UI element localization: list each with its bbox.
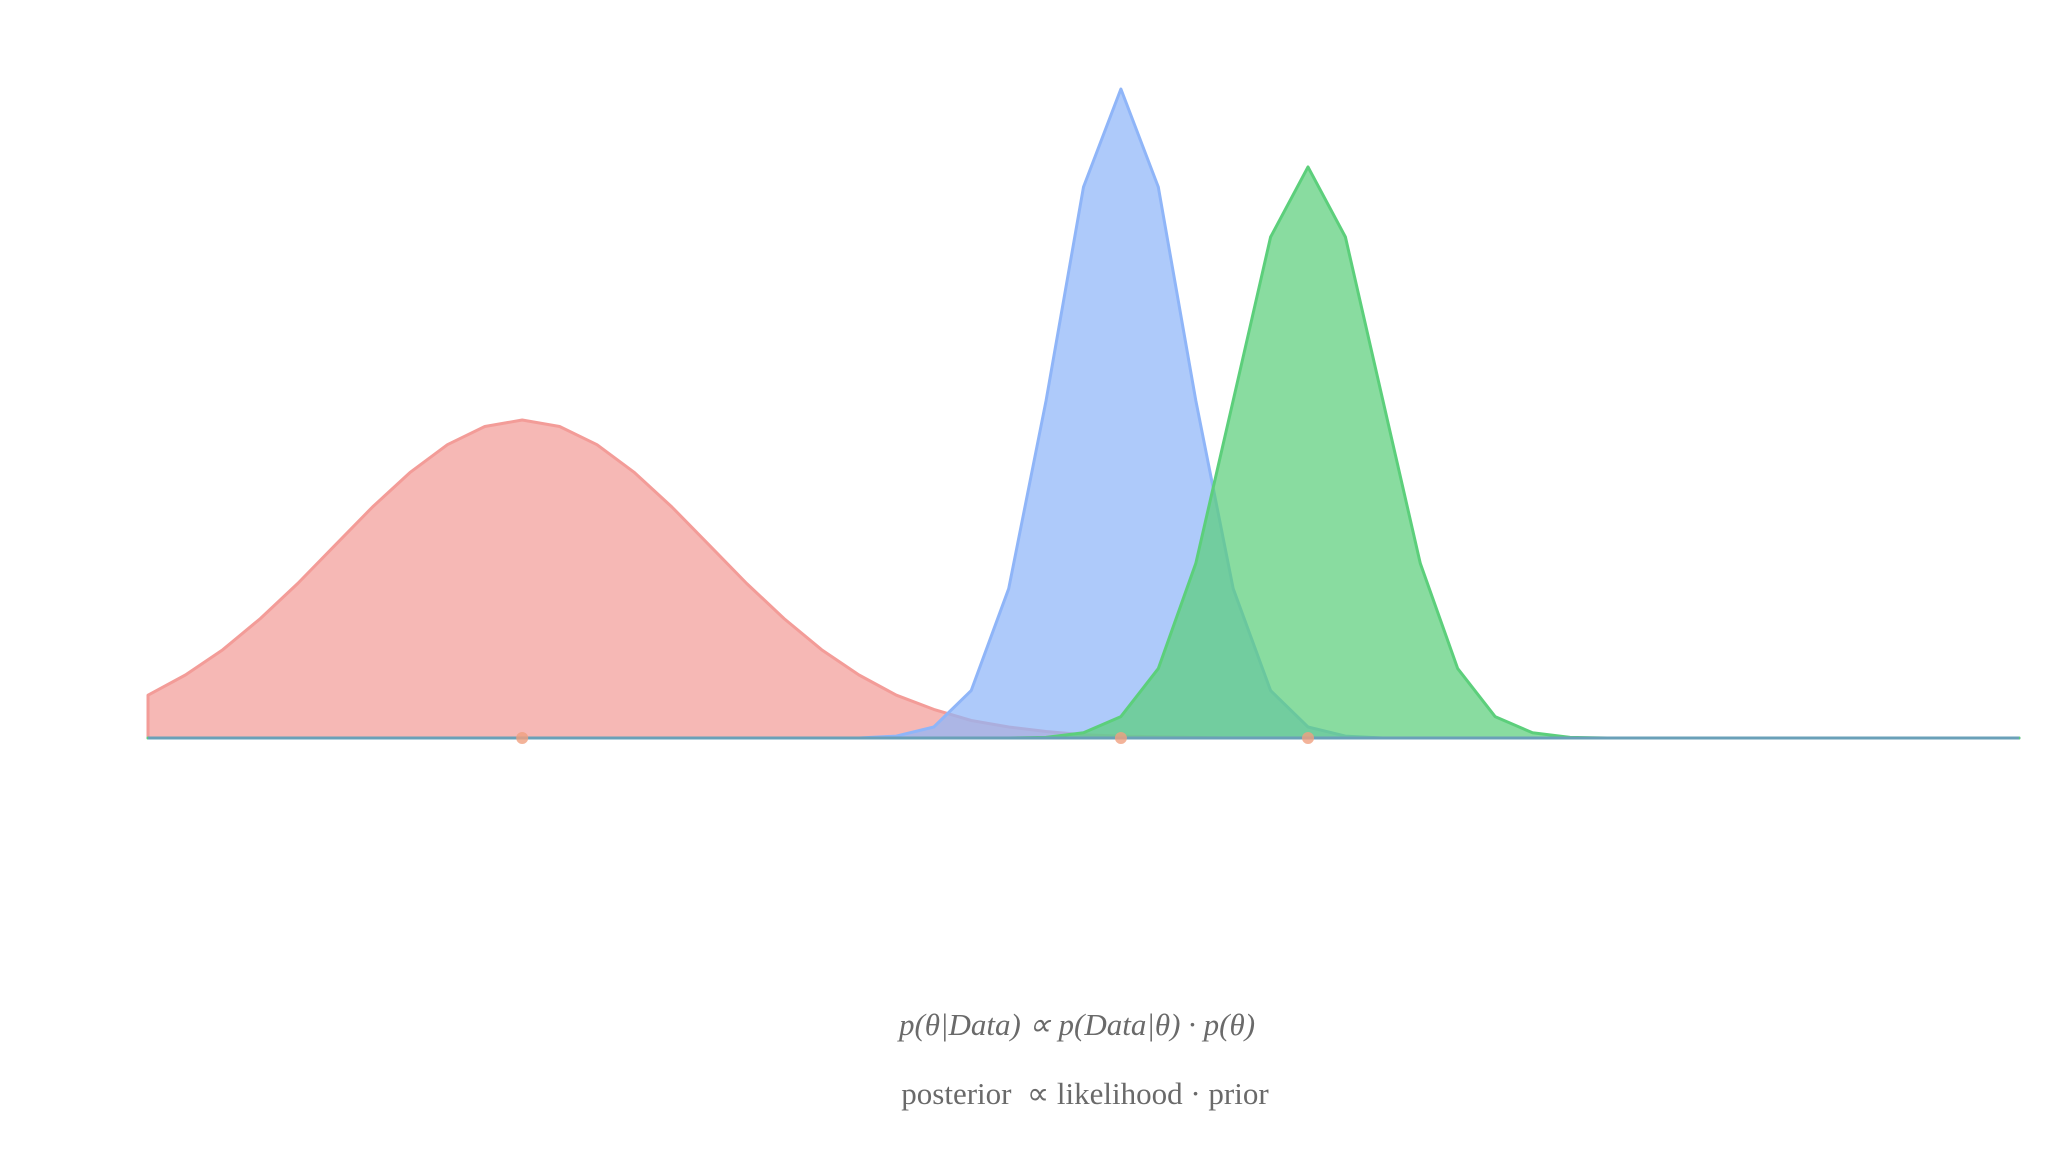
- formula: p(θ|Data) ∝ p(Data|θ) · p(θ): [897, 1007, 1255, 1042]
- marker: [1114, 732, 1127, 744]
- marker: [516, 732, 529, 744]
- caption: posterior ∝ likelihood · prior: [901, 1076, 1269, 1111]
- marker: [1302, 732, 1315, 744]
